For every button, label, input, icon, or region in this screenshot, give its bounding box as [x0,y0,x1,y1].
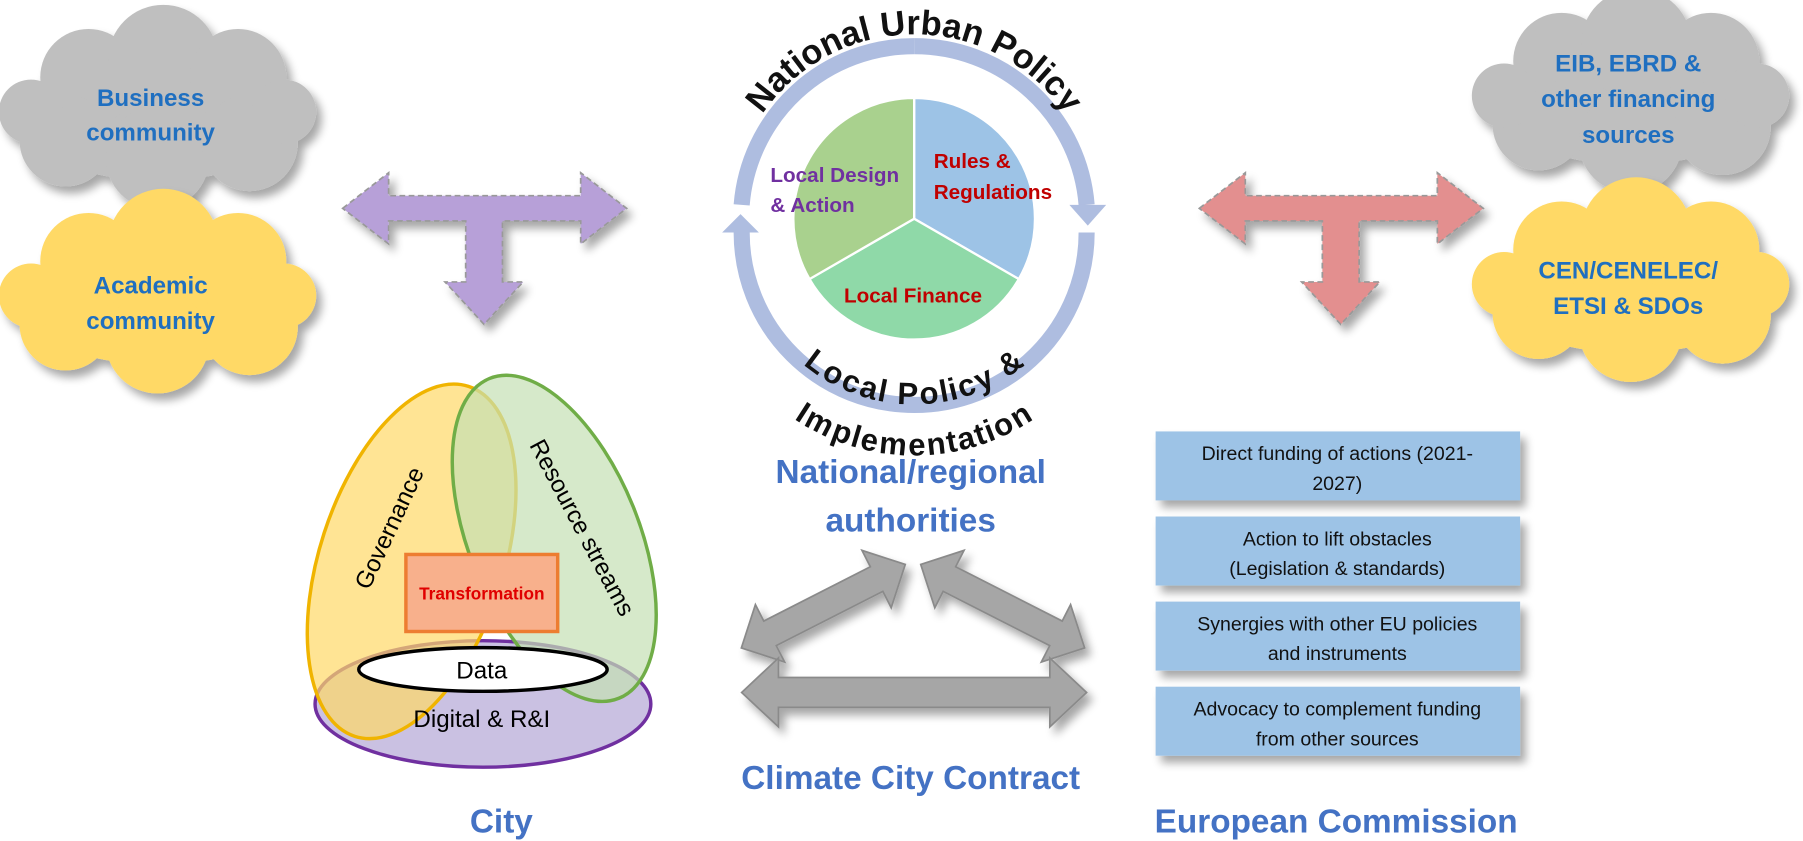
t-arrow [341,171,628,326]
text-line: Advocacy to complement funding [1193,698,1481,720]
commission-box: Advocacy to complement funding from other… [1155,686,1521,756]
svg-text:Advocacy to complement funding: Advocacy to complement funding from other… [1193,698,1481,750]
t-arrow [1198,171,1485,326]
text-line: Synergies with other EU policies [1197,613,1477,635]
text-line: Local Policy & [799,342,1030,412]
text-line: Local Design [770,164,899,187]
text-line: (Legislation & standards) [1229,558,1445,580]
city-diagram [305,373,658,769]
text-line: community [86,308,215,335]
commission-box: Direct funding of actions (2021- 2027) [1155,431,1521,501]
national-label: National/regional authorities [776,454,1046,539]
cloud-label: Academic community [86,272,215,335]
svg-text:Synergies with other EU polici: Synergies with other EU policies and inst… [1197,613,1477,665]
inner-label: Local Policy & [799,342,1030,412]
cloud-label: EIB, EBRD & other financing sources [1541,51,1715,149]
text-line: and instruments [1268,643,1407,665]
cloud-label: CEN/CENELEC/ETSI & SDOs [1538,257,1718,320]
svg-text:Direct funding of actions (202: Direct funding of actions (2021- 2027) [1202,443,1473,495]
text-line: Action to lift obstacles [1243,528,1432,550]
data-label: Data [456,658,508,685]
text-line: National/regional [776,454,1046,491]
text-line: Academic [94,272,208,299]
cloud-label: Business community [86,85,215,146]
digital-label: Digital & R&I [413,706,550,733]
segment-label: Rules & Regulations [934,150,1052,204]
text-line: sources [1582,122,1675,149]
text-line: Rules & [934,150,1011,173]
svg-text:Action to lift obstacles(Legis: Action to lift obstacles (Legislation & s… [1229,528,1445,580]
text-line: Direct funding of actions (2021- [1202,443,1473,465]
text-line: CEN/CENELEC/ [1538,257,1718,284]
commission-box: Synergies with other EU policies and inst… [1155,601,1521,671]
text-line: other financing [1541,86,1715,113]
policy-circle [722,38,1107,414]
text-line: community [86,120,215,147]
text-line: 2027) [1312,473,1362,495]
contract-arrows [725,534,1101,728]
text-line: Business [97,85,204,112]
text-line: & Action [770,194,854,217]
text-line: Regulations [934,181,1052,204]
text-line: ETSI & SDOs [1553,293,1703,320]
text-line: authorities [826,502,996,539]
commission-box: Action to lift obstacles (Legislation & s… [1155,516,1521,586]
commission-label: European Commission [1155,804,1518,841]
contract-label: Climate City Contract [741,760,1080,797]
segment-label: Local Finance [844,285,982,308]
text-line: EIB, EBRD & [1555,51,1701,78]
transformation-label: Transformation [419,583,544,603]
text-line: Local Finance [844,285,982,308]
segment-label: Local Design & Action [770,164,899,217]
text-line: from other sources [1256,728,1419,750]
city-label: City [470,804,533,841]
